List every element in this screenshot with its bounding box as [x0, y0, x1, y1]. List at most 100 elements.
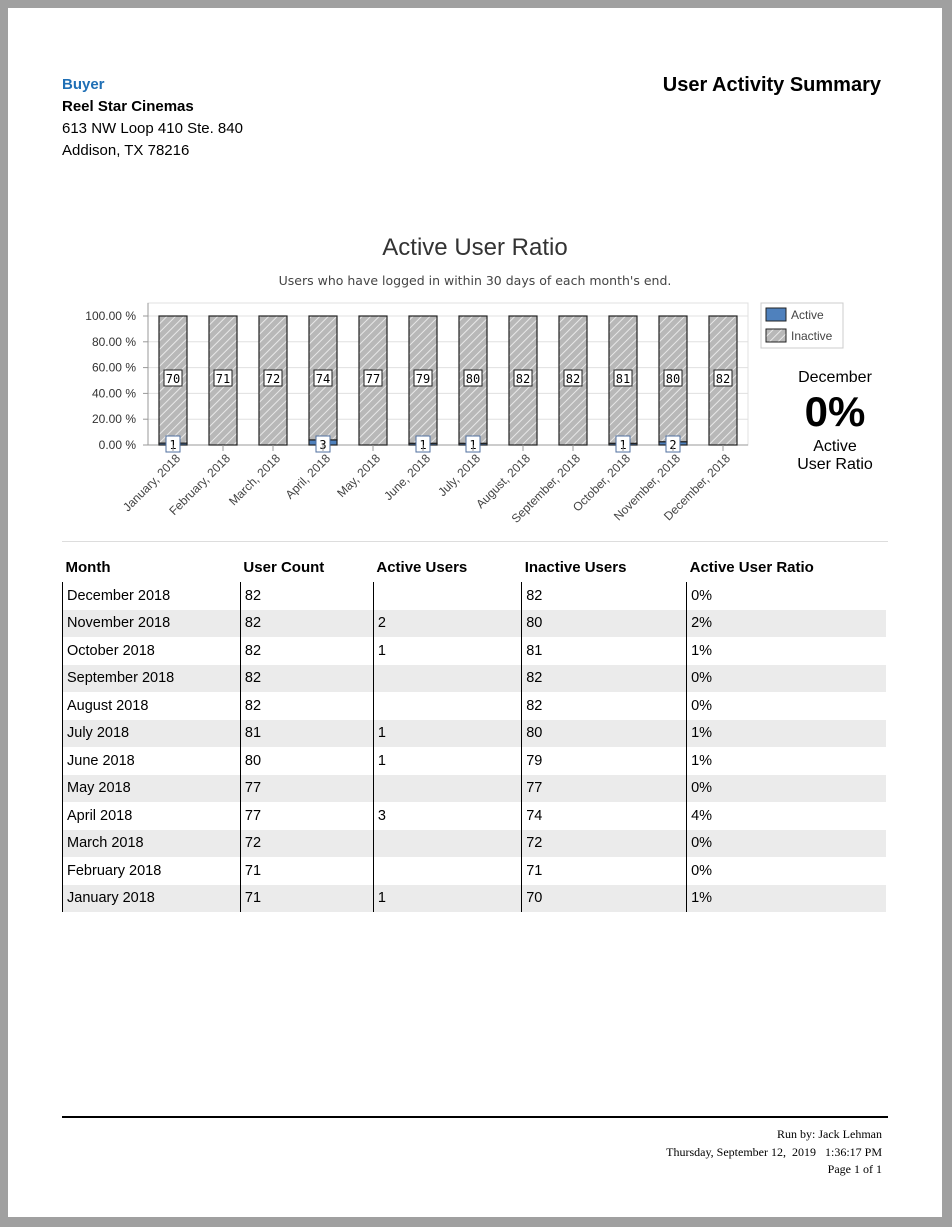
x-tick-label: April, 2018: [283, 451, 334, 502]
active-user-ratio-chart: 0.00 % 20.00 % 40.00 % 60.00 % 80.00 % 100.00…: [85, 302, 844, 526]
x-tick-label: May, 2018: [334, 451, 383, 500]
active-label-box: [165, 435, 181, 453]
table-cell: [372, 582, 522, 610]
table-cell: [372, 774, 522, 802]
table-row: August 2018 82 82 0%: [62, 692, 886, 720]
inactive-label-box: [463, 369, 483, 387]
table-cell: 70: [521, 884, 687, 912]
legend-label-active: Active: [791, 308, 824, 322]
legend-swatch-active: [765, 307, 787, 322]
inactive-data-label: 71: [216, 372, 230, 386]
chart-title: Active User Ratio: [382, 234, 568, 261]
table-cell: 79: [521, 747, 687, 775]
table-cell: 0%: [686, 829, 886, 857]
table-cell: 82: [239, 582, 374, 610]
address-line-2: Addison, TX 78216: [62, 142, 190, 159]
table-cell: 1%: [686, 884, 886, 912]
column-header: User Count: [243, 559, 325, 576]
table-cell: 82: [239, 609, 374, 637]
table-cell: August 2018: [62, 692, 241, 720]
table-cell: March 2018: [62, 829, 241, 857]
table-cell: 77: [521, 774, 687, 802]
table-row: May 2018 77 77 0%: [62, 774, 886, 802]
y-tick-label: 60.00 %: [92, 361, 136, 375]
column-header: Month: [65, 559, 111, 576]
kpi-month: December: [798, 369, 872, 386]
table-row: October 2018 82 1 81 1%: [62, 637, 886, 665]
table-cell: 1%: [686, 637, 886, 665]
table-row: November 2018 82 2 80 2%: [62, 609, 886, 637]
inactive-label-box: [663, 369, 683, 387]
table-cell: 71: [521, 857, 687, 885]
table-cell: 0%: [686, 664, 886, 692]
table-row: December 2018 82 82 0%: [62, 582, 886, 610]
legend-label-inactive: Inactive: [791, 329, 833, 343]
table-cell: November 2018: [62, 609, 241, 637]
table-cell: 74: [521, 802, 687, 830]
table-cell: 80: [239, 747, 374, 775]
table-cell: [372, 664, 522, 692]
active-label-box: [665, 435, 681, 453]
inactive-data-label: 80: [466, 372, 480, 386]
address-line-1: 613 NW Loop 410 Ste. 840: [62, 120, 243, 137]
table-row: July 2018 81 1 80 1%: [62, 719, 886, 747]
table-cell: May 2018: [62, 774, 241, 802]
table-cell: 82: [239, 692, 374, 720]
inactive-label-box: [413, 369, 433, 387]
table-cell: 71: [239, 857, 374, 885]
kpi-label: Active User Ratio: [797, 438, 873, 473]
inactive-data-label: 79: [416, 372, 430, 386]
table-row: April 2018 77 3 74 4%: [62, 802, 886, 830]
table-row: February 2018 71 71 0%: [62, 857, 886, 885]
table-cell: [372, 692, 522, 720]
table-cell: 81: [239, 719, 374, 747]
run-datetime: Thursday, September 12, 2019 1:36:17 PM: [666, 1145, 882, 1159]
table-cell: 80: [521, 609, 687, 637]
y-tick-label: 80.00 %: [92, 335, 136, 349]
inactive-data-label: 82: [566, 372, 580, 386]
inactive-data-label: 72: [266, 372, 280, 386]
y-tick-label: 0.00 %: [99, 438, 137, 452]
active-label-box: [415, 435, 431, 453]
table-cell: 1%: [686, 747, 886, 775]
inactive-data-label: 74: [316, 372, 330, 386]
table-cell: 1: [372, 637, 522, 665]
table-cell: 3: [372, 802, 522, 830]
y-tick-label: 100.00 %: [85, 309, 136, 323]
plot-area: [147, 302, 749, 446]
table-cell: 80: [521, 719, 687, 747]
activity-table: Month User Count Active Users Inactive User…: [62, 553, 886, 912]
buyer-label: Buyer: [62, 76, 105, 93]
x-tick-label: July, 2018: [435, 451, 483, 499]
inactive-label-box: [263, 369, 283, 387]
table-cell: 0%: [686, 582, 886, 610]
table-cell: 77: [239, 774, 374, 802]
table-cell: [372, 857, 522, 885]
report-title: User Activity Summary: [662, 74, 881, 96]
footer-divider: [62, 1116, 888, 1118]
table-cell: 1: [372, 747, 522, 775]
table-cell: 82: [521, 582, 687, 610]
table-cell: 82: [239, 664, 374, 692]
table-cell: 71: [239, 884, 374, 912]
run-by: Run by: Jack Lehman: [777, 1127, 882, 1141]
table-cell: February 2018: [62, 857, 241, 885]
table-cell: 2: [372, 609, 522, 637]
buyer-name: Reel Star Cinemas: [62, 98, 194, 115]
table-cell: 2%: [686, 609, 886, 637]
divider: [62, 541, 888, 542]
table-cell: October 2018: [62, 637, 241, 665]
active-label-box: [615, 435, 631, 453]
table-cell: 0%: [686, 857, 886, 885]
table-cell: 82: [521, 692, 687, 720]
table-cell: 82: [521, 664, 687, 692]
inactive-label-box: [713, 369, 733, 387]
inactive-data-label: 77: [366, 372, 380, 386]
column-header: Inactive Users: [524, 559, 627, 576]
inactive-data-label: 80: [666, 372, 680, 386]
table-cell: 1: [372, 719, 522, 747]
table-cell: April 2018: [62, 802, 241, 830]
inactive-label-box: [613, 369, 633, 387]
table-cell: 1: [372, 884, 522, 912]
report-page: Buyer Reel Star Cinemas 613 NW Loop 410 …: [8, 8, 942, 1217]
